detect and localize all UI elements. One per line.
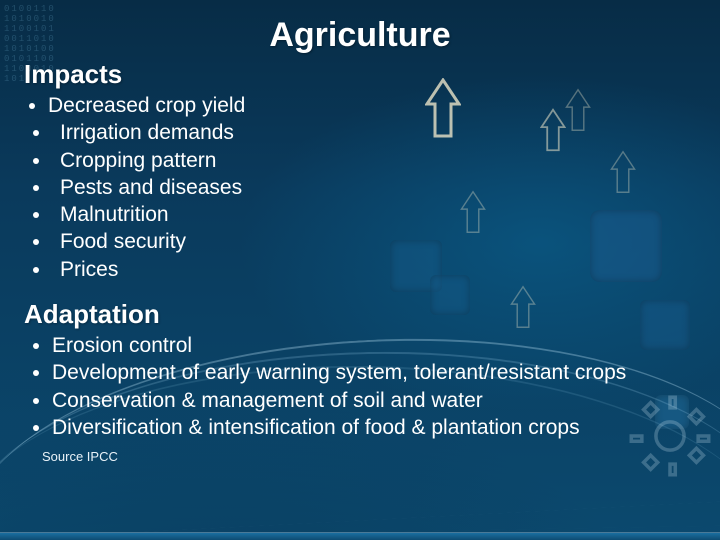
list-item: Food security xyxy=(52,228,696,255)
list-item: Pests and diseases xyxy=(52,174,696,201)
list-item: Development of early warning system, tol… xyxy=(52,359,696,386)
footer-bar xyxy=(0,532,720,540)
list-item: Conservation & management of soil and wa… xyxy=(52,387,696,414)
list-item: Erosion control xyxy=(52,332,696,359)
section-heading-adaptation: Adaptation xyxy=(24,299,696,330)
slide-content: Agriculture Impacts Decreased crop yield… xyxy=(0,0,720,464)
impacts-list: Decreased crop yield Irrigation demands … xyxy=(24,92,696,283)
list-item: Decreased crop yield xyxy=(48,92,696,119)
adaptation-list: Erosion control Development of early war… xyxy=(24,332,696,441)
slide-title: Agriculture xyxy=(24,16,696,55)
source-citation: Source IPCC xyxy=(24,449,696,464)
list-item: Cropping pattern xyxy=(52,147,696,174)
list-item: Diversification & intensification of foo… xyxy=(52,414,696,441)
list-item: Malnutrition xyxy=(52,201,696,228)
list-item: Irrigation demands xyxy=(52,119,696,146)
section-heading-impacts: Impacts xyxy=(24,59,696,90)
list-item: Prices xyxy=(52,256,696,283)
